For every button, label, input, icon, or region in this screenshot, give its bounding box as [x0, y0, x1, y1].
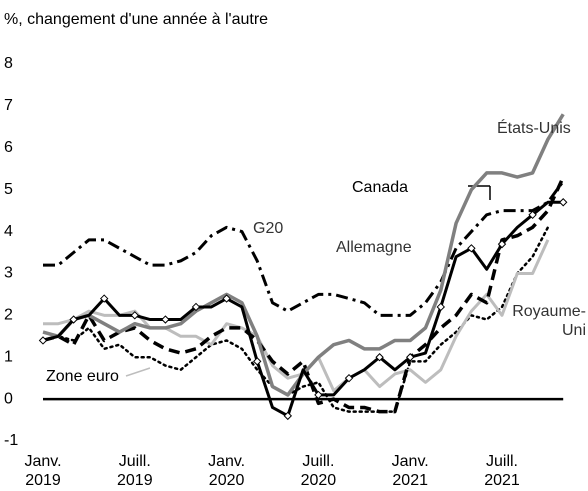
leader-line — [125, 367, 151, 377]
y-tick-label: 6 — [4, 139, 13, 156]
series-line — [43, 239, 550, 393]
data-marker — [497, 239, 507, 249]
data-marker — [38, 336, 48, 345]
data-marker — [99, 294, 109, 303]
data-marker — [69, 315, 78, 324]
series-line — [42, 200, 564, 418]
data-marker — [528, 210, 537, 220]
data-marker — [252, 357, 262, 366]
data-marker — [222, 294, 231, 303]
data-marker — [344, 373, 354, 383]
series-line — [43, 180, 565, 317]
y-tick-label: 7 — [4, 97, 13, 114]
series-line — [42, 176, 565, 414]
x-tick-label: Janv. 2019 — [24, 453, 62, 489]
series-label: Royaume-Uni — [512, 303, 586, 339]
y-tick-label: 0 — [4, 390, 13, 407]
y-tick-label: 3 — [4, 265, 13, 282]
series-label: G20 — [253, 220, 284, 237]
data-marker — [558, 198, 568, 207]
x-tick-label: Janv. 2020 — [208, 453, 246, 489]
series-line — [42, 113, 565, 397]
y-tick-label: 2 — [4, 307, 13, 324]
y-tick-label: 4 — [4, 223, 13, 240]
data-marker — [375, 353, 384, 362]
data-marker — [161, 315, 170, 324]
y-tick-label: -1 — [4, 432, 18, 449]
x-tick-label: Juill. 2021 — [484, 453, 520, 489]
series-label: Canada — [352, 179, 409, 196]
data-marker — [436, 302, 446, 312]
y-tick-label: 8 — [4, 55, 13, 72]
data-marker — [283, 411, 293, 421]
data-marker — [405, 353, 415, 362]
x-tick-label: Juill. 2019 — [117, 453, 153, 489]
x-tick-label: Juill. 2020 — [300, 453, 337, 489]
data-marker — [314, 390, 323, 400]
data-marker — [130, 311, 140, 320]
data-marker — [467, 244, 476, 253]
series-label: États-Unis — [497, 120, 571, 137]
chart-title: %, changement d'une année à l'autre — [4, 11, 268, 28]
series-label: Zone euro — [46, 368, 119, 385]
y-tick-label: 1 — [4, 348, 13, 365]
series-label: Allemagne — [336, 239, 412, 256]
data-marker — [191, 302, 201, 312]
y-tick-label: 5 — [4, 181, 13, 198]
x-tick-label: Janv. 2021 — [391, 453, 429, 489]
